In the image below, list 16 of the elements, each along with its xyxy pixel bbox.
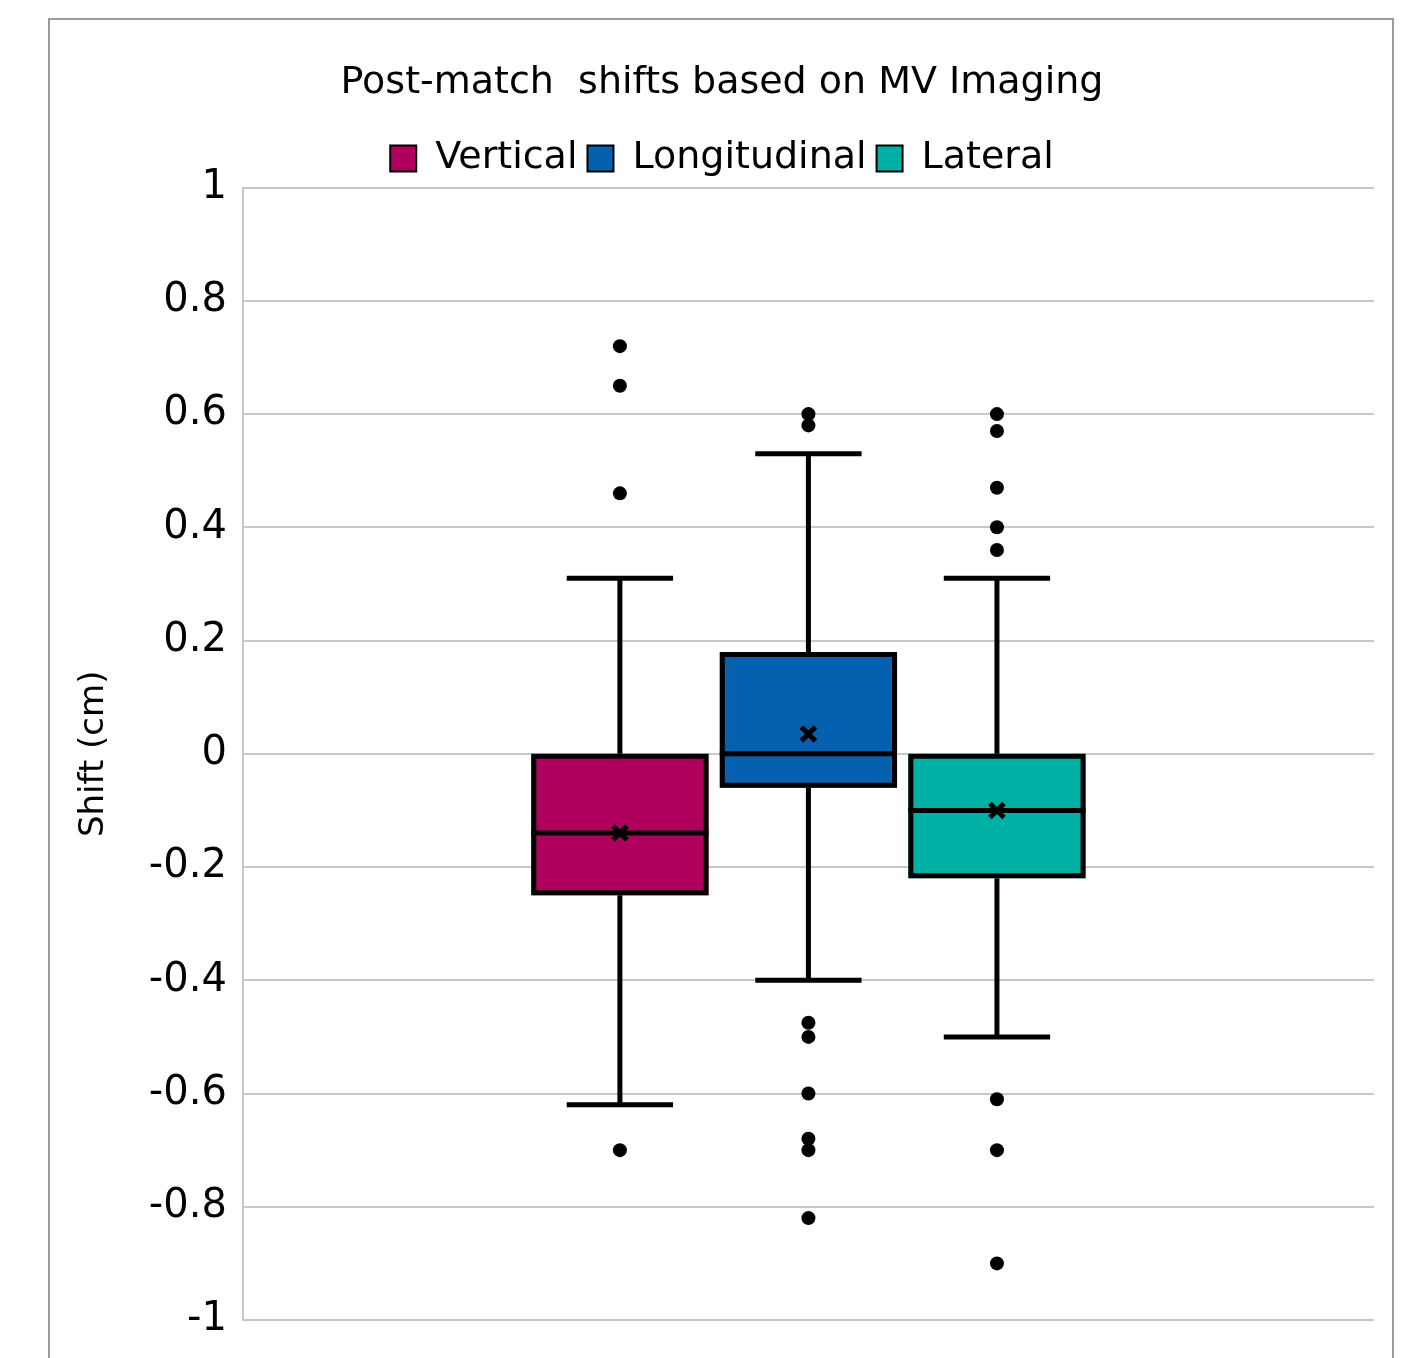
y-tick-label: 0.4 [163, 500, 227, 547]
y-axis-title: Shift (cm) [71, 670, 112, 838]
y-tick-label: 0.6 [163, 387, 227, 434]
y-tick-label: -0.8 [148, 1180, 227, 1227]
legend-label: Longitudinal [632, 133, 867, 178]
y-tick-label: -1 [186, 1293, 227, 1340]
y-tick-label: -0.4 [148, 953, 227, 1000]
y-tick-label: 1 [201, 160, 227, 207]
y-tick-label: 0.8 [163, 274, 227, 321]
y-tick-label: -0.2 [148, 840, 227, 887]
legend-label: Vertical [435, 133, 578, 178]
legend-label: Lateral [921, 133, 1054, 178]
y-tick-label: -0.6 [148, 1066, 227, 1113]
y-tick-label: 0 [201, 727, 227, 774]
chart-title: Post-match shifts based on MV Imaging [340, 57, 1104, 102]
y-tick-label: 0.2 [163, 613, 227, 660]
